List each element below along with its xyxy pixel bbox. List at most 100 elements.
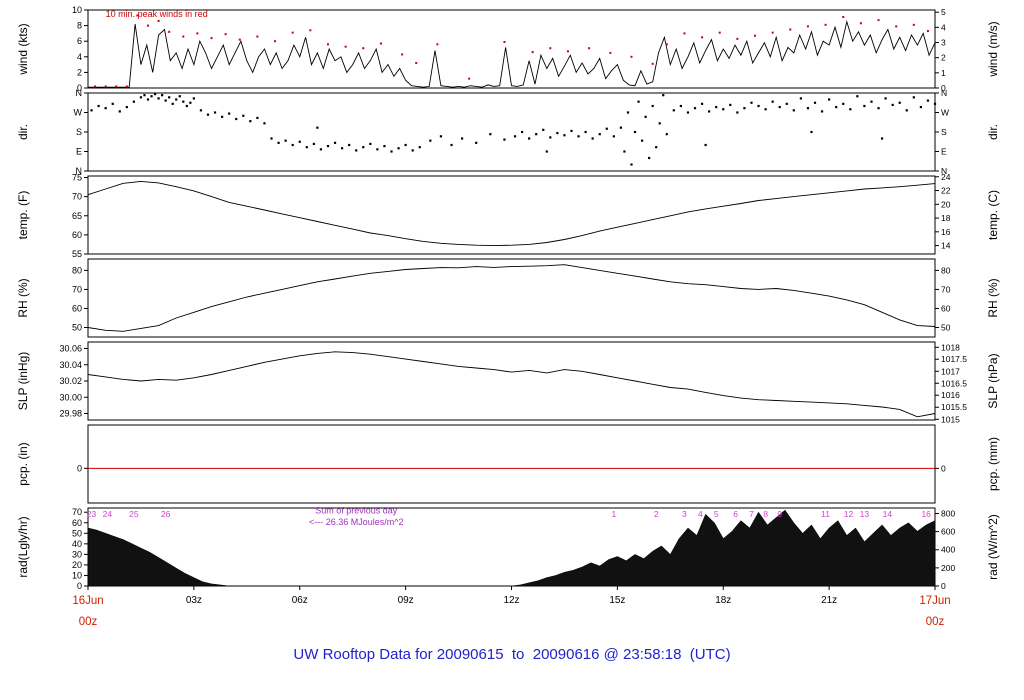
y-tick-label: 30 [72,549,82,559]
ylabel-left-rad: rad(Lgly/hr) [16,516,30,577]
x-tick-label: 15z [609,595,625,606]
y-tick-label: 30.02 [59,376,82,386]
ylabel-right-pcp: pcp. (mm) [986,437,1000,491]
panel-slp: 29.98 30.00 30.02 30.04 30.06 1015 1015.5 1016 1… [16,341,1000,424]
panel-pcp: 0 0 pcp. (in) pcp. (mm) [16,424,1000,504]
ylabel-right-rh: RH (%) [986,278,1000,317]
y-tick-label: 1018 [941,342,960,352]
y-tick-label: E [76,147,82,157]
hour-sum-label: 5 [714,509,719,519]
panel-border-wind [87,9,936,89]
hour-sum-label: 6 [733,509,738,519]
scatter-dots-dir [90,92,937,166]
y-tick-label: 20 [72,560,82,570]
x-end-hour: 00z [926,616,945,628]
x-tick-label: 09z [398,595,414,606]
y-tick-label: 10 [72,570,82,580]
panel-annotation: Sum of previous day [315,505,398,515]
ylabel-left-wind: wind (kts) [16,23,30,75]
y-tick-label: 1016 [941,390,960,400]
x-start-hour: 00z [79,616,98,628]
hour-sum-label: 2 [654,509,659,519]
y-tick-label: 70 [72,284,82,294]
y-tick-label: 20 [941,199,951,209]
ylabel-right-wind: wind (m/s) [986,21,1000,77]
y-tick-label: 30.06 [59,344,82,354]
y-tick-label: 80 [72,265,82,275]
y-tick-label: 0 [941,581,946,591]
y-tick-label: 55 [72,249,82,259]
ylabel-left-rh: RH (%) [16,278,30,317]
y-tick-label: 4 [941,22,946,32]
y-tick-label: N [941,88,947,98]
chart-title: UW Rooftop Data for 20090615 to 20090616… [293,646,731,663]
y-tick-label: 0 [77,83,82,93]
hour-sum-label: 1 [611,509,616,519]
panel-annotation: 10 min. peak winds in red [106,9,208,19]
y-tick-label: 8 [77,21,82,31]
y-tick-label: 1017.5 [941,354,967,364]
y-tick-label: N [76,88,83,98]
hour-sum-label: 3 [682,509,687,519]
hour-sum-label: 8 [763,509,768,519]
y-tick-label: 0 [941,83,946,93]
series-line-wind [88,19,936,88]
y-tick-label: 4 [77,52,82,62]
y-tick-label: W [74,108,83,118]
series-line-rh [87,264,936,332]
panel-rad: 0102030405060700200400600800rad(Lgly/hr)… [16,505,1000,591]
y-tick-label: N [941,166,947,176]
peak-dots-wind [94,14,929,88]
panel-wind: 0 2 4 6 8 10 0 1 2 3 4 5 wind (kts) wind (m/s) 10 min.… [16,5,1000,93]
y-tick-label: 1 [941,68,946,78]
ylabel-left-pcp: pcp. (in) [16,442,30,485]
hour-sum-label: 24 [103,509,113,519]
y-tick-label: 65 [72,211,82,221]
y-tick-label: S [941,127,947,137]
ylabel-left-slp: SLP (inHg) [16,352,30,410]
hour-sum-label: 13 [860,509,870,519]
ylabel-left-dir: dir. [16,124,30,140]
hour-sum-label: 7 [749,509,754,519]
panel-temp: 55 60 65 70 75 14 16 18 20 22 24 temp. (F) temp. (C) [16,172,1000,259]
y-tick-label: 50 [72,528,82,538]
x-tick-label: 12z [503,595,519,606]
panel-border-temp [87,175,936,255]
y-tick-label: 60 [72,230,82,240]
y-tick-label: 1017 [941,366,960,376]
hour-sum-label: 4 [698,509,703,519]
panel-rh: 50 60 70 80 50 60 70 80 RH (%) RH (%) [16,258,1000,338]
ylabel-right-rad: rad (W/m^2) [986,514,1000,580]
ylabel-right-temp: temp. (C) [986,190,1000,240]
y-tick-label: 18 [941,213,951,223]
hour-sum-label: 16 [921,509,931,519]
y-tick-label: E [941,147,947,157]
y-tick-label: 600 [941,527,955,537]
y-tick-label: 60 [72,303,82,313]
panel-border-slp [87,341,936,421]
y-tick-label: 800 [941,508,955,518]
y-tick-label: 30.04 [59,360,82,370]
y-tick-label: N [76,166,83,176]
x-axis: 03z 06z 09z 12z 15z 18z 21z 16Jun 00z 17Jun 00z [72,586,951,628]
y-tick-label: 22 [941,186,951,196]
x-tick-label: 03z [186,595,202,606]
y-tick-label: 6 [77,36,82,46]
y-tick-label: 5 [941,7,946,17]
y-tick-label: 2 [77,67,82,77]
hour-sum-label: 9 [777,509,782,519]
hour-sum-label: 26 [161,509,171,519]
y-tick-label: 0 [941,463,946,473]
ylabel-right-slp: SLP (hPa) [986,353,1000,408]
y-tick-label: 50 [941,322,951,332]
x-start-date: 16Jun [72,595,103,607]
x-end-date: 17Jun [919,595,950,607]
y-tick-label: W [941,108,949,118]
panel-border-dir [87,92,936,172]
ylabel-left-temp: temp. (F) [16,191,30,240]
y-tick-label: 0 [77,463,82,473]
series-area-rad [87,509,936,587]
panel-annotation: <--- 26.36 MJoules/m^2 [309,517,404,527]
y-tick-label: 50 [72,322,82,332]
